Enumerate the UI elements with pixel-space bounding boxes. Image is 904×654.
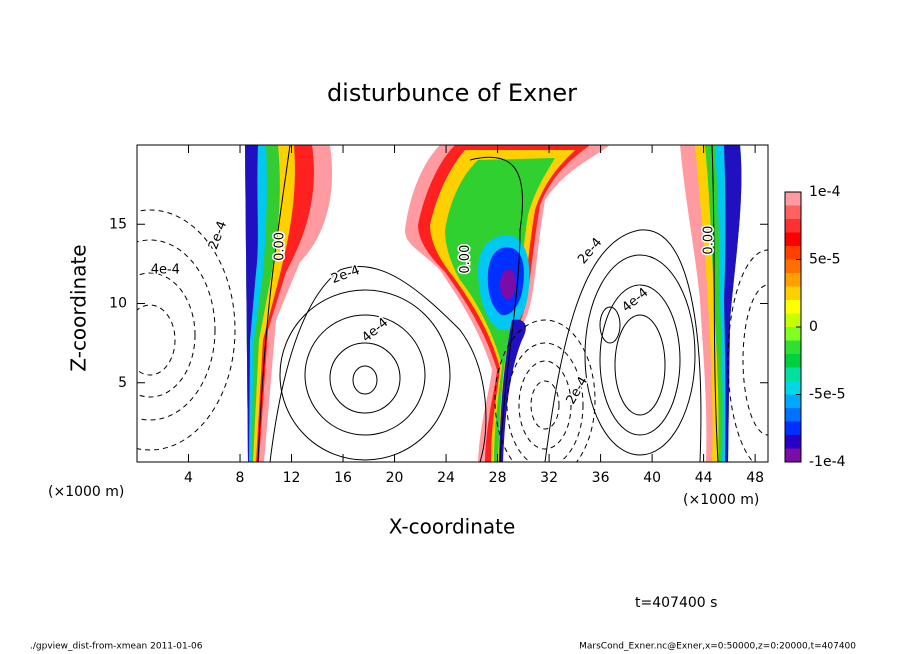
y-tick-label: 5 [118,375,127,391]
colorbar-band [785,327,801,341]
x-axis-label: X-coordinate [389,515,516,539]
x-tick-label: 16 [334,470,352,486]
colorbar-band [785,273,801,287]
colorbar-band [785,421,801,435]
y-tick-label: 15 [109,216,127,232]
colorbar-band [785,381,801,395]
colorbar-band [785,192,801,206]
colorbar-band [785,408,801,422]
contour-label: 2e-4 [206,219,230,252]
contour-label: 0.00 [701,226,716,255]
colorbar-band [785,246,801,260]
colorbar-band [785,313,801,327]
x-tick-label: 32 [540,470,558,486]
colorbar-band [785,394,801,408]
contour-label: 2e-4 [564,374,592,407]
x-tick-label: 24 [437,470,455,486]
y-axis-label: Z-coordinate [67,244,91,371]
x-tick-label: 8 [236,470,245,486]
colorbar-band [785,300,801,314]
contour-label: 2e-4 [575,235,605,267]
colorbar-tick-label: 5e-5 [809,252,840,268]
colorbar-band [785,435,801,449]
x-tick-label: 36 [592,470,610,486]
y-tick-label: 10 [109,296,127,312]
colorbar-band [785,354,801,368]
colorbar-band [785,232,801,246]
contour-label: 2e-4 [329,263,362,287]
contour-label: 0.00 [272,232,287,261]
colorbar-tick-label: -1e-4 [809,454,846,470]
x-tick-label: 28 [489,470,507,486]
filled-contours [245,145,742,462]
footer-left: ./gpview_dist-from-xmean 2011-01-06 [30,642,203,652]
colorbar-band [785,367,801,381]
colorbar-tick-label: -5e-5 [809,387,846,403]
colorbar-band [785,448,801,462]
colorbar-tick-label: 1e-4 [809,184,841,200]
contour-lines [137,145,768,462]
colorbar-band [785,286,801,300]
x-tick-label: 4 [184,470,193,486]
x-tick-label: 44 [695,470,713,486]
colorbar-tick-label: 0 [809,319,818,335]
contour-label: 0.00 [458,245,473,274]
x-unit-label: (×1000 m) [48,484,124,500]
colorbar-band [785,340,801,354]
footer-right: MarsCond_Exner.nc@Exner,x=0:50000,z=0:20… [579,642,856,652]
x-unit-label: (×1000 m) [683,492,759,508]
chart-title: disturbunce of Exner [327,79,577,107]
x-tick-label: 20 [386,470,404,486]
x-tick-label: 48 [746,470,764,486]
x-tick-label: 40 [643,470,661,486]
colorbar-band [785,259,801,273]
contour-label: 4e-4 [151,263,180,278]
contour-field [137,145,768,462]
contour-label: 4e-4 [619,285,651,315]
colorbar-band [785,219,801,233]
contour-label: 4e-4 [359,315,391,345]
x-tick-label: 12 [283,470,301,486]
colorbar-band [785,205,801,219]
time-label: t=407400 s [635,595,717,611]
